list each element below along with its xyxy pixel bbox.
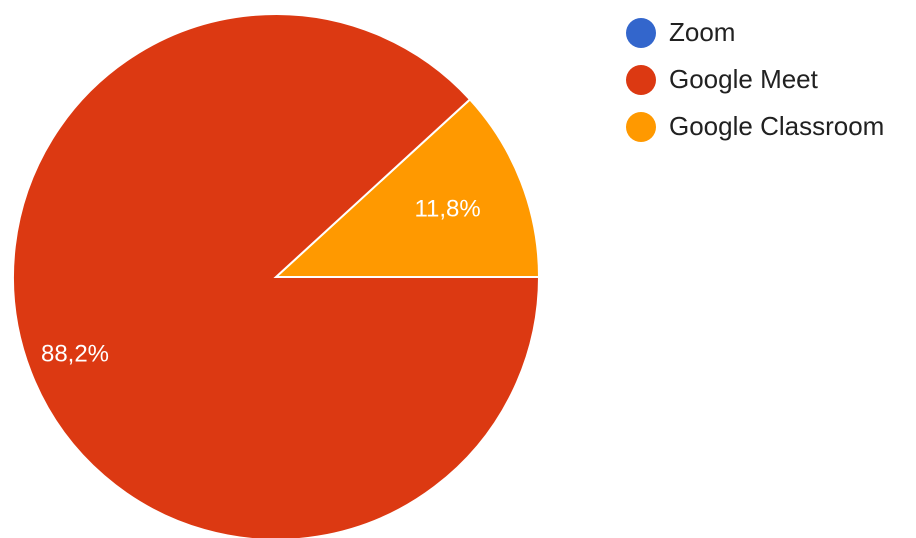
legend-label-google-classroom: Google Classroom (669, 111, 885, 141)
pie-slice-google-classroom[interactable] (273, 97, 541, 278)
legend-swatch-google-classroom (626, 111, 656, 142)
pie-label-google-classroom: 11,8% (414, 196, 480, 223)
chart-legend: Zoom Google Meet Google Classroom (626, 9, 884, 150)
pie-slice-labels: 11,8% 88,2% (41, 196, 481, 368)
pie-slice-google-meet[interactable] (12, 13, 541, 538)
pie-slices (12, 13, 541, 538)
legend-item-google-meet[interactable]: Google Meet (626, 56, 884, 103)
legend-item-zoom[interactable]: Zoom (626, 9, 884, 56)
legend-swatch-zoom (626, 17, 656, 48)
legend-swatch-google-meet (626, 64, 656, 95)
legend-label-google-meet: Google Meet (669, 64, 818, 94)
pie-label-google-meet: 88,2% (41, 340, 109, 367)
legend-label-zoom: Zoom (669, 17, 736, 47)
legend-item-google-classroom[interactable]: Google Classroom (626, 103, 884, 150)
